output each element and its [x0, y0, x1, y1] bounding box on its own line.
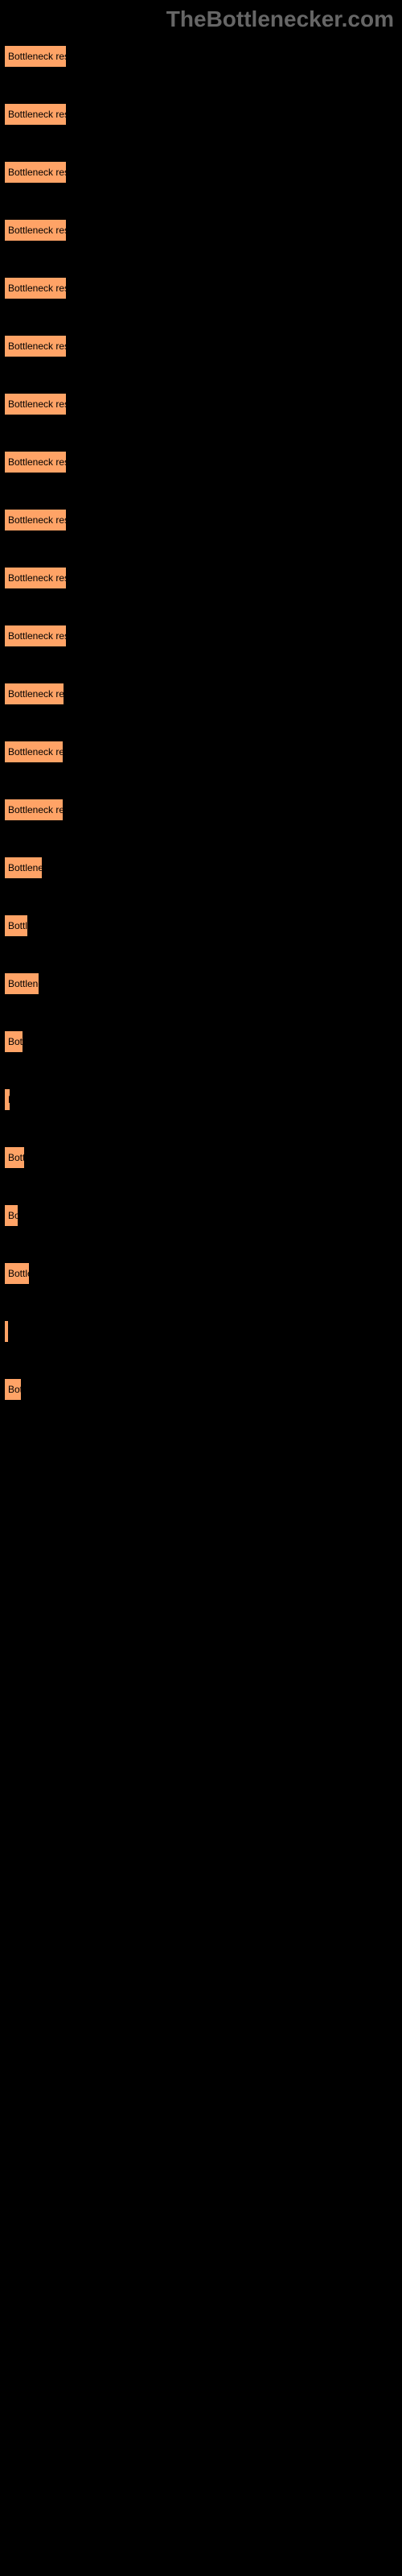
row-label	[4, 438, 402, 448]
bar-track: Bo	[4, 1204, 402, 1227]
chart-row: Bottleneck result	[4, 496, 402, 531]
bar: Bottleneck result	[4, 509, 67, 531]
bar-track: Bottleneck resu	[4, 683, 402, 705]
chart-row: Bottleneck	[4, 844, 402, 879]
chart-row: Bottlen	[4, 1249, 402, 1285]
row-label	[4, 1191, 402, 1201]
bar: Bo	[4, 1204, 18, 1227]
row-label	[4, 670, 402, 679]
bar: Bottlenec	[4, 972, 39, 995]
bar-chart: Bottleneck result Bottleneck result Bottle…	[0, 0, 402, 1401]
row-label	[4, 902, 402, 911]
bar-track: Bottleneck result	[4, 219, 402, 242]
chart-row: Bottleneck result	[4, 148, 402, 184]
bar-track: B	[4, 1088, 402, 1111]
bar: Bottleneck resu	[4, 799, 64, 821]
row-label	[4, 206, 402, 216]
bar: Bottleneck result	[4, 161, 67, 184]
bar-track: Bottleneck result	[4, 509, 402, 531]
chart-row	[4, 1307, 402, 1343]
bar: B	[4, 1088, 10, 1111]
row-label	[4, 960, 402, 969]
bar: Bottleneck result	[4, 451, 67, 473]
row-label	[4, 32, 402, 42]
bar-track: Bottleneck result	[4, 567, 402, 589]
chart-row: B	[4, 1075, 402, 1111]
bar	[4, 1320, 9, 1343]
row-label	[4, 1307, 402, 1317]
chart-row: Bottleneck resu	[4, 786, 402, 821]
row-label	[4, 496, 402, 506]
row-label	[4, 1365, 402, 1375]
bar: Bottleneck result	[4, 567, 67, 589]
bar-track: Bottleneck result	[4, 277, 402, 299]
chart-row: Bottleneck result	[4, 322, 402, 357]
bar-track: Bottleneck resu	[4, 741, 402, 763]
chart-row: Bottl	[4, 1018, 402, 1053]
bar: Bottleneck result	[4, 219, 67, 242]
chart-row: Bottleneck result	[4, 380, 402, 415]
chart-row: Bottl	[4, 1133, 402, 1169]
bar: Bottleneck	[4, 857, 43, 879]
bar-track: Bottleneck result	[4, 103, 402, 126]
bar-track: Bottl	[4, 1030, 402, 1053]
row-label	[4, 1133, 402, 1143]
bar: Bott	[4, 1378, 22, 1401]
bar-track: Bottlenec	[4, 972, 402, 995]
chart-row: Bottlenec	[4, 960, 402, 995]
row-label	[4, 148, 402, 158]
row-label	[4, 380, 402, 390]
chart-row: Bottleneck resu	[4, 728, 402, 763]
row-label	[4, 728, 402, 737]
bar-track: Bottleneck result	[4, 45, 402, 68]
row-label	[4, 322, 402, 332]
bar: Bottleneck result	[4, 335, 67, 357]
chart-row: Bottleneck result	[4, 206, 402, 242]
bar: Bottleneck result	[4, 45, 67, 68]
row-label	[4, 1018, 402, 1027]
bar: Bottleneck resu	[4, 683, 64, 705]
bar: Bottleneck resu	[4, 741, 64, 763]
bar-track: Bottlen	[4, 1262, 402, 1285]
bar: Bottleneck result	[4, 277, 67, 299]
bar-track: Bottl	[4, 1146, 402, 1169]
bar-track: Bottleneck result	[4, 625, 402, 647]
chart-row: Bottler	[4, 902, 402, 937]
chart-row: Bottleneck result	[4, 438, 402, 473]
bar: Bottl	[4, 1146, 25, 1169]
row-label	[4, 786, 402, 795]
chart-row: Bottleneck result	[4, 90, 402, 126]
bar-track: Bottleneck result	[4, 451, 402, 473]
bar: Bottleneck result	[4, 393, 67, 415]
bar-track: Bottleneck result	[4, 161, 402, 184]
bar: Bottler	[4, 914, 28, 937]
bar-track	[4, 1320, 402, 1343]
row-label	[4, 90, 402, 100]
bar: Bottl	[4, 1030, 23, 1053]
bar: Bottlen	[4, 1262, 30, 1285]
chart-row: Bottleneck result	[4, 32, 402, 68]
logo-text: TheBottlenecker.com	[166, 6, 394, 32]
chart-row: Bottleneck resu	[4, 670, 402, 705]
bar-track: Bottleneck result	[4, 335, 402, 357]
row-label	[4, 264, 402, 274]
chart-row: Bott	[4, 1365, 402, 1401]
chart-row: Bo	[4, 1191, 402, 1227]
chart-row: Bottleneck result	[4, 612, 402, 647]
bar-track: Bott	[4, 1378, 402, 1401]
row-label	[4, 1249, 402, 1259]
bar-track: Bottler	[4, 914, 402, 937]
row-label	[4, 844, 402, 853]
bar-track: Bottleneck resu	[4, 799, 402, 821]
chart-row: Bottleneck result	[4, 264, 402, 299]
bar: Bottleneck result	[4, 103, 67, 126]
chart-row: Bottleneck result	[4, 554, 402, 589]
bar-track: Bottleneck result	[4, 393, 402, 415]
row-label	[4, 554, 402, 564]
bar: Bottleneck result	[4, 625, 67, 647]
bar-track: Bottleneck	[4, 857, 402, 879]
row-label	[4, 1075, 402, 1085]
row-label	[4, 612, 402, 621]
